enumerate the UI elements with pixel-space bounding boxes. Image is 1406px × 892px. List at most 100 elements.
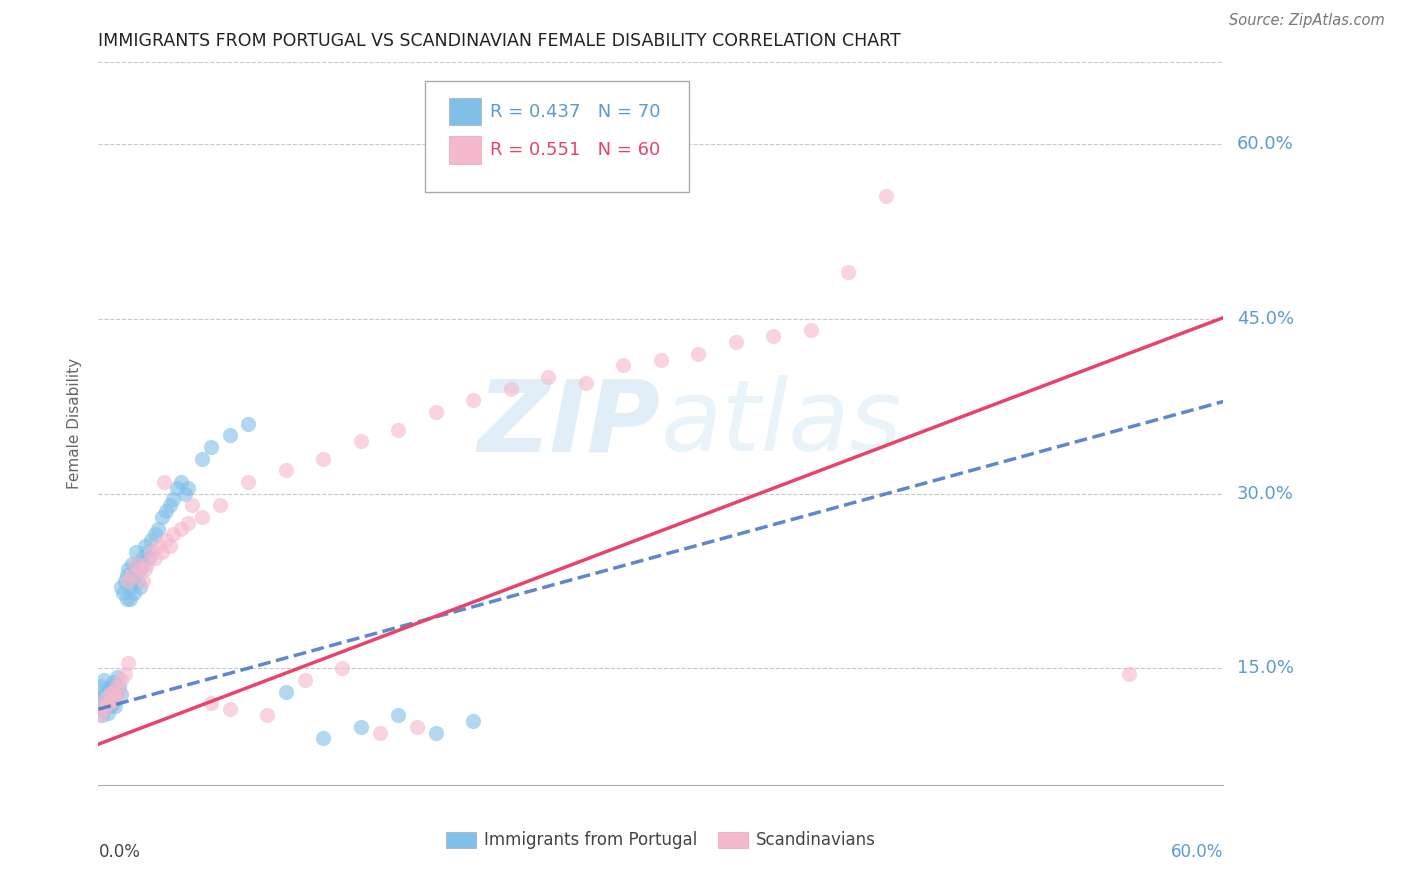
Point [117,562,139,576]
Point [122,585,145,599]
Point [148,539,170,553]
Point [100,679,122,693]
FancyBboxPatch shape [450,98,481,125]
Y-axis label: Female Disability: Female Disability [67,358,83,490]
Point [153,475,176,489]
Point [127,557,149,571]
Text: 15.0%: 15.0% [1237,659,1294,677]
Point [350,720,373,734]
Point [120,591,142,606]
Point [94,690,117,705]
Point [688,347,710,361]
Point [89,679,111,693]
Point [103,684,125,698]
Point [139,533,162,548]
Point [143,527,166,541]
Point [425,725,447,739]
FancyBboxPatch shape [425,80,689,193]
Point [100,690,122,705]
Point [200,697,222,711]
Point [724,335,747,350]
Point [190,451,212,466]
Point [89,702,111,716]
Point [1118,667,1140,681]
Point [128,562,150,576]
Point [110,687,132,701]
Point [94,687,117,701]
Text: R = 0.551   N = 60: R = 0.551 N = 60 [489,141,659,159]
Point [132,574,155,588]
Point [128,580,150,594]
Point [159,539,181,553]
Point [143,550,166,565]
Text: 0.0%: 0.0% [98,843,141,861]
Point [98,684,121,698]
Point [134,562,156,576]
Point [108,679,131,693]
Point [89,690,111,705]
Point [387,423,409,437]
Point [150,510,173,524]
Point [256,708,278,723]
Point [100,694,122,708]
Point [131,550,153,565]
Text: 60.0%: 60.0% [1171,843,1223,861]
Point [162,527,184,541]
Point [132,557,155,571]
Point [117,574,139,588]
Point [463,714,485,728]
Point [200,440,222,454]
Point [575,376,598,390]
Point [170,475,193,489]
Point [612,359,634,373]
Point [650,352,672,367]
FancyBboxPatch shape [450,136,481,163]
Text: IMMIGRANTS FROM PORTUGAL VS SCANDINAVIAN FEMALE DISABILITY CORRELATION CHART: IMMIGRANTS FROM PORTUGAL VS SCANDINAVIAN… [98,32,901,50]
Point [93,702,115,716]
Point [91,708,114,723]
Point [218,702,240,716]
Point [136,557,159,571]
Point [274,684,297,698]
Point [104,687,127,701]
Point [105,679,128,693]
Text: ZIP: ZIP [478,376,661,472]
Point [115,568,138,582]
Point [127,574,149,588]
Point [93,673,115,687]
Point [121,568,143,582]
Point [120,580,142,594]
Point [159,498,181,512]
Point [499,382,522,396]
Point [138,550,160,565]
Point [103,675,125,690]
Point [97,694,120,708]
Text: atlas: atlas [661,376,903,472]
Text: 45.0%: 45.0% [1237,310,1295,328]
Point [136,545,159,559]
Point [190,510,212,524]
Text: 30.0%: 30.0% [1237,484,1294,502]
Point [105,684,128,698]
Point [387,708,409,723]
Point [177,516,200,530]
Point [218,428,240,442]
Point [105,669,128,684]
Point [121,557,143,571]
Point [97,682,120,697]
Point [93,702,115,716]
Point [114,667,136,681]
Point [122,568,145,582]
Point [148,522,170,536]
Text: Source: ZipAtlas.com: Source: ZipAtlas.com [1229,13,1385,29]
Point [312,451,335,466]
Point [103,697,125,711]
Text: 60.0%: 60.0% [1237,135,1294,153]
Point [91,698,114,713]
Point [209,498,232,512]
Point [406,720,429,734]
Point [181,498,204,512]
Point [177,481,200,495]
Point [104,690,127,705]
Text: R = 0.437   N = 70: R = 0.437 N = 70 [489,103,661,120]
